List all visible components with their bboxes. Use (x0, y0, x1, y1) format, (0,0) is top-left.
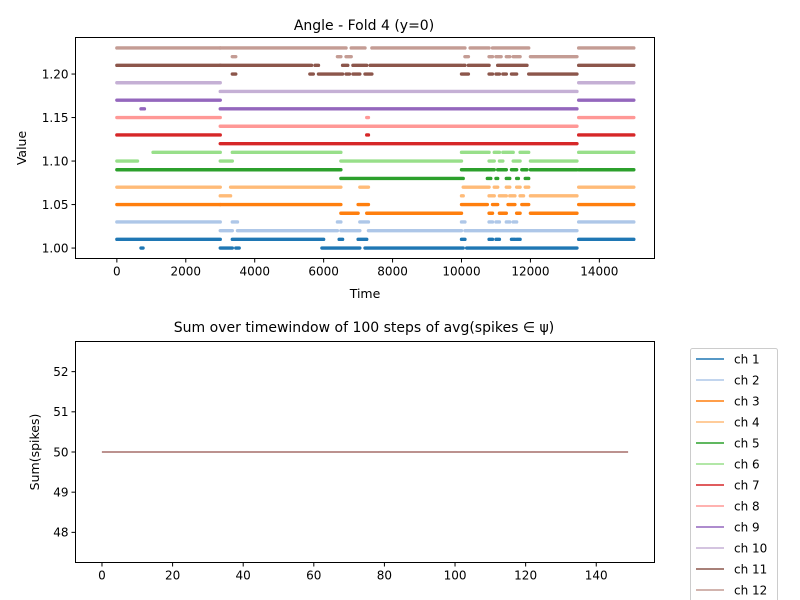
angle-chart-xtick-label: 2000 (171, 265, 202, 279)
legend-label: ch 10 (734, 541, 767, 555)
series-ch-4 (115, 185, 636, 198)
series-ch-6 (115, 150, 636, 163)
angle-chart-ytick-label: 1.05 (42, 198, 69, 212)
sum-chart-xtick-label: 40 (236, 569, 251, 583)
legend-label: ch 5 (734, 436, 760, 450)
angle-chart-ytick-label: 1.15 (42, 111, 69, 125)
legend-label: ch 1 (734, 352, 760, 366)
angle-chart-title: Angle - Fold 4 (y=0) (294, 18, 434, 34)
sum-chart-ylabel: Sum(spikes) (27, 414, 42, 491)
angle-chart: Angle - Fold 4 (y=0) 0 2000 4000 6000 8000 10… (14, 18, 655, 301)
series-ch-3 (115, 202, 636, 215)
legend-label: ch 9 (734, 520, 760, 534)
sum-chart-title: Sum over timewindow of 100 steps of avg(… (174, 320, 554, 336)
series-ch-5 (115, 168, 636, 181)
angle-chart-xtick-label: 10000 (442, 265, 480, 279)
legend-label: ch 3 (734, 394, 760, 408)
sum-chart: Sum over timewindow of 100 steps of avg(… (27, 320, 778, 600)
sum-chart-xtick-label: 60 (306, 569, 321, 583)
sum-chart-xtick-label: 0 (98, 569, 106, 583)
angle-chart-xlabel: Time (349, 286, 381, 301)
sum-chart-xtick-label: 120 (514, 569, 537, 583)
series-ch-2 (115, 220, 636, 233)
legend-label: ch 12 (734, 583, 767, 597)
series-ch-9 (115, 98, 636, 111)
angle-chart-ylabel: Value (14, 131, 29, 166)
angle-chart-xtick-label: 12000 (511, 265, 549, 279)
series-ch-12 (115, 46, 636, 59)
series-ch-7 (115, 133, 636, 146)
series-ch-11 (115, 63, 636, 76)
sum-chart-xtick-label: 20 (165, 569, 180, 583)
angle-chart-ytick-label: 1.10 (42, 154, 69, 168)
series-ch-8 (115, 115, 636, 128)
legend-label: ch 6 (734, 457, 760, 471)
angle-chart-xtick-label: 4000 (239, 265, 270, 279)
legend: ch 1 ch 2 ch 3 ch 4 ch 5 ch 6 ch 7 ch 8 ch 9 ch 1… (690, 348, 778, 600)
angle-chart-xtick-label: 0 (113, 265, 121, 279)
legend-label: ch 7 (734, 478, 760, 492)
sum-chart-ytick-label: 51 (53, 405, 68, 419)
sum-chart-y-axis: 48 49 50 51 52 (53, 365, 76, 540)
series-ch-1 (115, 237, 636, 250)
sum-chart-x-axis: 0 20 40 60 80 100 120 140 (98, 562, 608, 583)
sum-chart-xtick-label: 140 (585, 569, 608, 583)
sum-chart-xtick-label: 100 (444, 569, 467, 583)
angle-chart-xtick-label: 8000 (377, 265, 408, 279)
sum-chart-ytick-label: 52 (53, 365, 68, 379)
angle-chart-x-axis: 0 2000 4000 6000 8000 10000 12000 14000 (113, 258, 618, 279)
legend-label: ch 11 (734, 562, 767, 576)
sum-chart-ytick-label: 48 (53, 526, 68, 540)
sum-chart-xtick-label: 80 (377, 569, 392, 583)
sum-chart-ytick-label: 49 (53, 485, 68, 499)
legend-box (690, 348, 778, 600)
angle-chart-xtick-label: 6000 (308, 265, 339, 279)
series-ch-10 (115, 81, 636, 94)
angle-chart-ytick-label: 1.00 (42, 241, 69, 255)
angle-chart-ytick-label: 1.20 (42, 67, 69, 81)
legend-label: ch 2 (734, 373, 760, 387)
legend-label: ch 4 (734, 415, 760, 429)
angle-chart-xtick-label: 14000 (580, 265, 618, 279)
angle-chart-frame (75, 37, 655, 259)
legend-label: ch 8 (734, 499, 760, 513)
angle-chart-y-axis: 1.00 1.05 1.10 1.15 1.20 (42, 67, 76, 255)
sum-chart-ytick-label: 50 (53, 445, 68, 459)
angle-chart-marks (115, 46, 636, 250)
